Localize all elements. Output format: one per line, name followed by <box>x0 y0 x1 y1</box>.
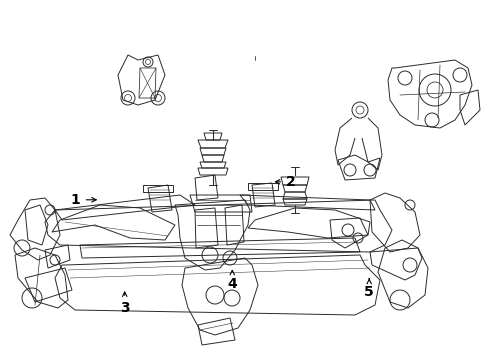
Text: 5: 5 <box>364 279 373 298</box>
Text: 2: 2 <box>275 175 295 189</box>
Text: 3: 3 <box>120 292 129 315</box>
Text: 1: 1 <box>71 193 96 207</box>
Text: 4: 4 <box>227 270 237 291</box>
